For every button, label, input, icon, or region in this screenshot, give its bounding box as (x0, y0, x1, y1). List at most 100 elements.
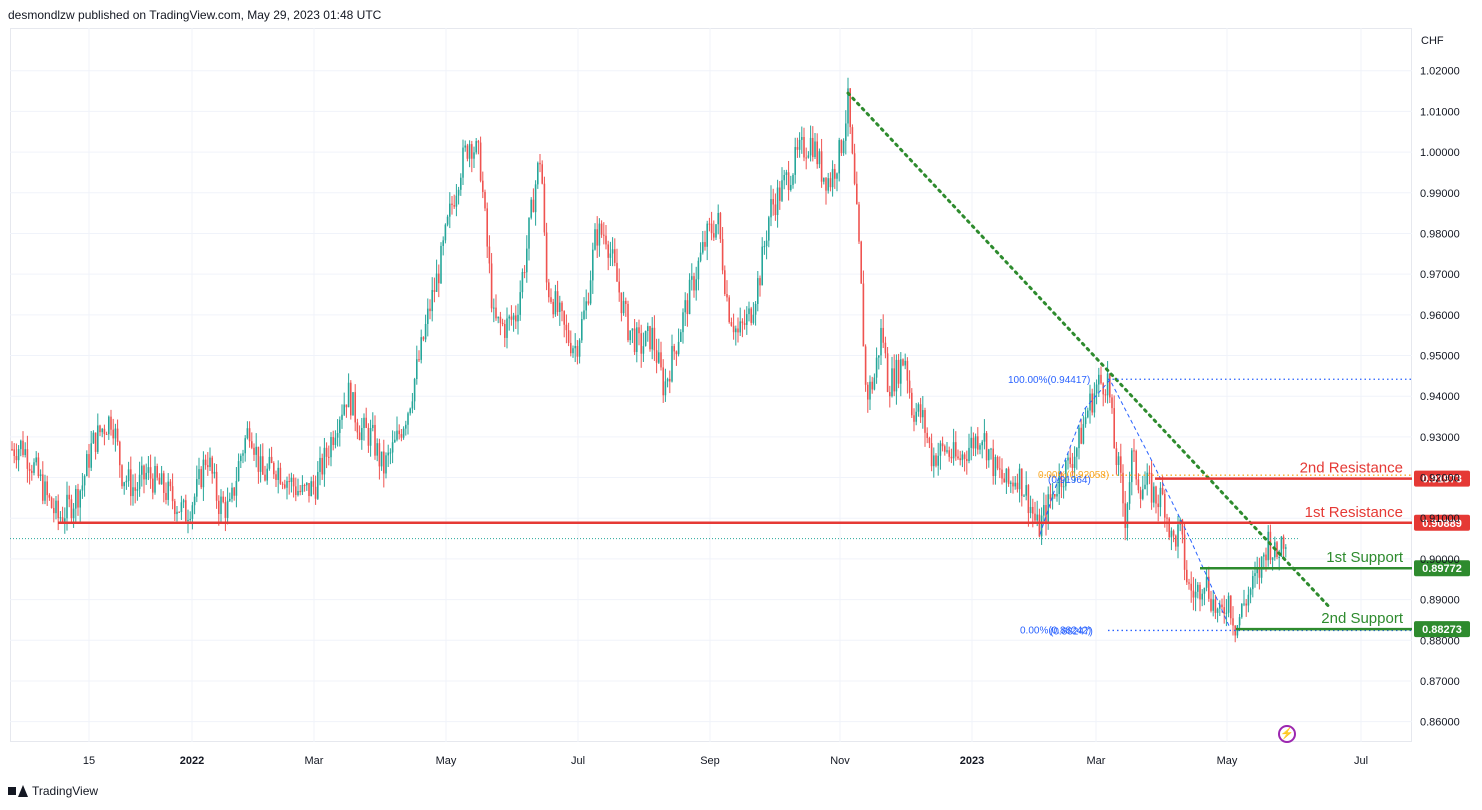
candle-body (130, 469, 132, 497)
candle-body (1271, 557, 1274, 560)
candle-body (816, 141, 818, 165)
candle-body (820, 151, 823, 182)
candle-body (961, 454, 964, 461)
candle-body (801, 137, 803, 140)
candle-body (1232, 618, 1234, 626)
candle-body (752, 314, 755, 323)
candle-body (930, 443, 933, 467)
candle-body (367, 427, 370, 446)
candle-body (1058, 474, 1060, 494)
candle-body (838, 140, 840, 174)
candle-body (1034, 513, 1036, 521)
candle-body (915, 411, 917, 422)
candle-body (748, 308, 750, 315)
candle-body (1172, 530, 1175, 536)
x-tick-label: Nov (830, 755, 850, 767)
candle-body (134, 487, 136, 491)
candle-body (416, 359, 418, 379)
candle-body (867, 384, 869, 400)
candle-body (741, 321, 744, 324)
candle-body (385, 455, 387, 474)
candle-body (94, 432, 97, 452)
candle-body (127, 469, 130, 481)
candle-body (768, 217, 770, 241)
candle-body (176, 511, 178, 515)
candle-body (420, 337, 422, 360)
candle-body (543, 183, 546, 233)
candle-body (251, 441, 253, 448)
candle-body (1003, 478, 1005, 483)
footer-brand[interactable]: TradingView (8, 784, 98, 798)
candle-body (638, 327, 640, 334)
candle-body (900, 359, 902, 384)
candle-body (1205, 576, 1208, 588)
candle-body (453, 205, 455, 207)
candle-body (15, 455, 18, 461)
candle-body (512, 315, 515, 320)
candle-body (1016, 482, 1019, 490)
level-label-s2: 2nd Support (1321, 610, 1404, 627)
candle-body (735, 328, 737, 333)
y-tick-label: 0.88000 (1420, 635, 1460, 647)
candle-body (39, 474, 42, 477)
candle-body (1199, 584, 1201, 600)
candle-body (42, 474, 44, 501)
x-axis[interactable]: 15 2022 Mar May Jul Sep Nov 2023 Mar May Jul (83, 755, 1368, 767)
candle-body (57, 500, 59, 519)
plot-area[interactable] (10, 28, 1412, 742)
candle-body (658, 352, 660, 363)
flash-icon[interactable]: ⚡ (1278, 725, 1296, 743)
candle-body (182, 500, 185, 503)
candle-body (1021, 468, 1023, 497)
candle-body (763, 246, 766, 248)
candle-body (935, 455, 937, 466)
candle-body (1062, 486, 1065, 488)
candle-body (1210, 598, 1212, 611)
candle-body (873, 377, 876, 390)
candle-body (781, 180, 783, 201)
candle-body (1170, 530, 1173, 538)
candle-body (926, 432, 928, 438)
candle-body (209, 457, 211, 468)
candle-body (1001, 469, 1003, 479)
candle-body (640, 333, 642, 354)
candle-body (259, 456, 262, 472)
candle-body (937, 455, 939, 466)
candle-body (974, 436, 977, 449)
candle-body (904, 360, 906, 366)
candle-body (462, 147, 464, 178)
candle-body (596, 229, 598, 246)
y-tick-label: 1.00000 (1420, 147, 1460, 159)
candle-body (402, 428, 405, 438)
candle-body (284, 484, 286, 488)
candle-body (1177, 524, 1179, 547)
candle-body (928, 437, 931, 444)
candle-body (332, 437, 334, 445)
candle-body (246, 428, 249, 439)
candle-body (1115, 448, 1118, 465)
price-tag-bg-s1 (1414, 560, 1470, 577)
candle-body (314, 486, 317, 499)
candle-body (319, 457, 321, 472)
candle-body (48, 495, 51, 498)
y-tick-label: 1.02000 (1420, 66, 1460, 78)
candle-body (776, 187, 779, 216)
candle-body (191, 505, 194, 519)
x-tick-label: May (436, 755, 457, 767)
candle-body (680, 332, 682, 342)
candle-body (66, 494, 68, 519)
candle-body (565, 324, 568, 331)
candle-body (444, 224, 447, 241)
y-tick-label: 0.91000 (1420, 513, 1460, 525)
candle-body (275, 474, 277, 480)
y-axis[interactable]: 1.02000 1.01000 1.00000 0.99000 0.98000 0.970… (1420, 35, 1460, 729)
candle-body (840, 140, 843, 154)
candle-body (1027, 485, 1030, 514)
candle-body (567, 330, 570, 343)
candle-body (288, 481, 290, 483)
candle-body (20, 440, 22, 450)
candle-body (1133, 450, 1135, 452)
candle-body (702, 242, 704, 253)
candle-body (726, 294, 728, 298)
